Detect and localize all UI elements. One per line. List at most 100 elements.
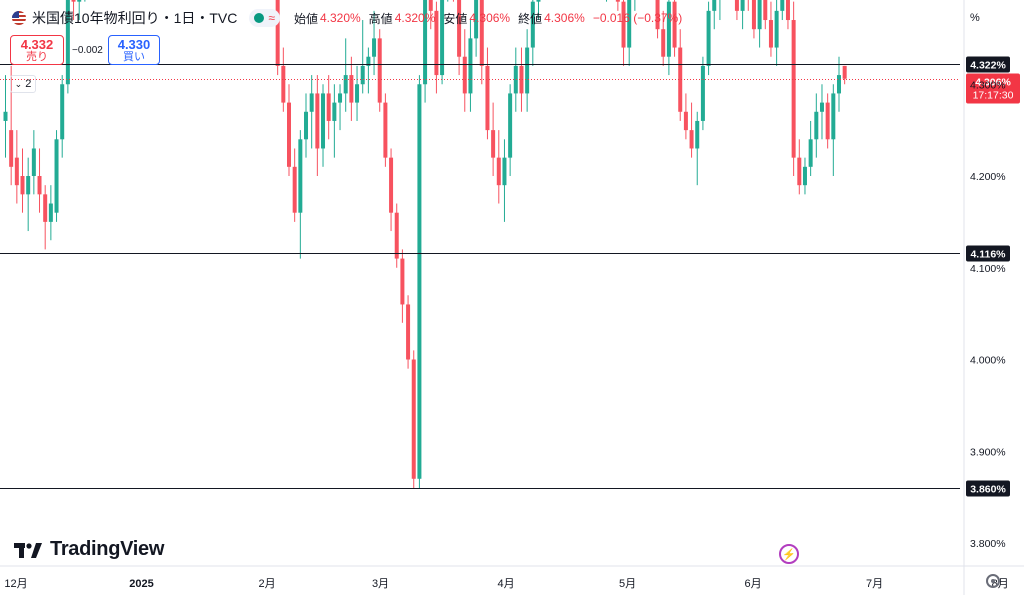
price-tick-label: 4.300% — [970, 79, 1006, 91]
candle — [309, 75, 314, 149]
candle-body — [366, 56, 371, 66]
candle-body — [360, 65, 365, 85]
candle — [338, 84, 343, 131]
indicator-count: 2 — [25, 78, 32, 90]
candle-body — [536, 0, 541, 2]
candle — [672, 0, 677, 57]
candle-body — [343, 75, 348, 94]
candle — [332, 84, 337, 158]
candle — [797, 139, 802, 195]
candle-body — [287, 102, 291, 167]
candle-body — [831, 93, 836, 140]
indicators-toggle-button[interactable]: ⌄ 2 — [10, 75, 36, 93]
price-tick-label: 4.200% — [970, 171, 1006, 183]
countdown-value: 17:17:30 — [973, 90, 1014, 102]
candle-body — [26, 176, 31, 195]
candle — [780, 0, 785, 21]
candle-body — [332, 102, 337, 121]
candle — [394, 203, 399, 268]
candle-body — [502, 157, 507, 186]
candle-body — [417, 84, 422, 479]
candle-body — [751, 0, 756, 30]
candle — [60, 75, 65, 158]
candle — [712, 0, 717, 30]
candle — [842, 65, 847, 85]
candle — [525, 29, 530, 112]
candle — [400, 249, 405, 323]
candle — [343, 38, 348, 112]
candle — [326, 75, 331, 140]
horizontal-line-label: 3.860% — [966, 480, 1010, 497]
candle — [457, 0, 462, 76]
candle — [71, 0, 76, 21]
candle-body — [768, 20, 773, 48]
candle-body — [389, 157, 394, 213]
candle — [734, 0, 739, 21]
candle — [536, 0, 541, 21]
buy-button[interactable]: 4.330 買い — [108, 35, 160, 65]
delayed-data-icon: ≈ — [268, 11, 275, 25]
candle-body — [791, 20, 796, 158]
symbol-title[interactable]: 米国債10年物利回り・1日・TVC — [32, 10, 238, 26]
candle — [468, 20, 473, 112]
tradingview-logo[interactable]: TradingView — [14, 538, 164, 561]
candle — [349, 56, 354, 121]
candle-body — [31, 148, 36, 176]
candle-body — [394, 212, 399, 259]
candle-body — [763, 0, 768, 21]
candle-body — [491, 130, 496, 158]
candle-body — [661, 29, 666, 57]
horizontal-line-value: 4.322% — [970, 60, 1006, 72]
candle-body — [321, 93, 326, 149]
time-tick-label: 4月 — [497, 578, 514, 590]
candle-body — [468, 38, 473, 94]
tradingview-logo-icon — [14, 542, 42, 558]
candle — [292, 148, 297, 222]
candle — [831, 84, 836, 176]
candle-body — [411, 359, 416, 479]
candle-body — [54, 139, 59, 213]
candle — [287, 84, 291, 176]
close-label: 終値 — [518, 11, 543, 26]
candle-body — [672, 1, 677, 48]
candle-body — [462, 56, 467, 94]
candle-body — [734, 0, 739, 11]
candle — [462, 29, 467, 112]
candle-body — [292, 166, 297, 213]
buy-price: 4.330 — [117, 37, 151, 52]
candle — [65, 0, 70, 94]
candle — [496, 130, 501, 204]
lightning-icon[interactable]: ⚡ — [779, 544, 799, 564]
candle — [321, 84, 326, 167]
candle-body — [338, 93, 343, 103]
change-value: −0.016 (−0.37%) — [592, 11, 683, 25]
sell-price: 4.332 — [20, 37, 54, 52]
candle-body — [712, 0, 717, 11]
candle-body — [700, 65, 705, 121]
candle — [606, 0, 608, 2]
horizontal-line-label: 4.322% — [966, 56, 1010, 73]
candle — [689, 102, 694, 158]
sell-button[interactable]: 4.332 売り — [10, 35, 64, 65]
candle — [757, 0, 762, 48]
candle — [666, 0, 671, 76]
market-status[interactable]: ≈ — [249, 9, 280, 27]
candle-body — [757, 0, 762, 30]
candle-body — [77, 0, 82, 2]
candle — [26, 157, 31, 232]
candle — [825, 93, 830, 149]
axis-unit-label[interactable]: % — [970, 12, 980, 24]
market-open-icon — [254, 13, 265, 23]
candle — [819, 84, 824, 140]
candle — [377, 29, 382, 112]
candle-body — [281, 65, 286, 103]
candle-body — [785, 0, 790, 21]
chevron-down-icon: ⌄ — [14, 78, 23, 89]
candle-body — [655, 0, 660, 30]
buy-label: 買い — [123, 51, 145, 63]
candle — [411, 350, 416, 488]
gear-icon[interactable] — [986, 574, 1000, 588]
candle-body — [434, 10, 439, 76]
time-tick-label: 6月 — [745, 578, 762, 590]
